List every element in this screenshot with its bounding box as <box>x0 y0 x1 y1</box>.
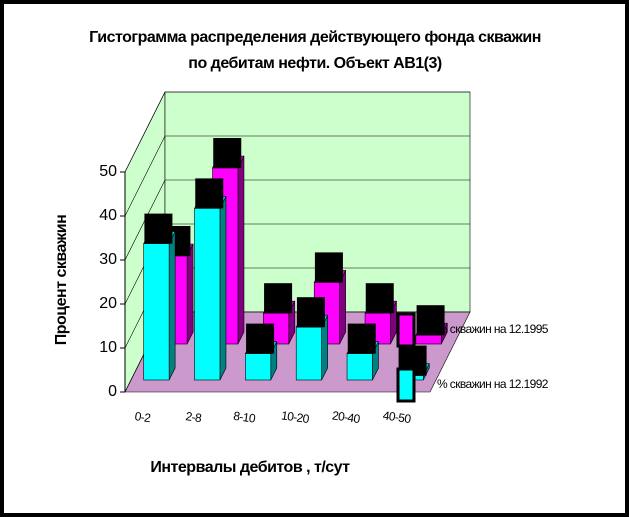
data-label-box <box>246 323 275 354</box>
data-label-box <box>195 178 224 209</box>
data-label-box <box>144 213 173 244</box>
bar-side <box>219 196 227 381</box>
y-tick-label: 20 <box>99 295 117 312</box>
grid-line <box>124 135 470 217</box>
x-tick-label: 20-40 <box>331 408 361 426</box>
plot-area: 0 10 20 30 40 50 0-2 2-8 8-10 10-20 20-40 40-50 % ск… <box>99 91 549 426</box>
y-tick-label: 50 <box>99 163 117 180</box>
legend-swatch <box>396 367 416 403</box>
data-label-box <box>347 323 376 354</box>
legend-label: % скважин на 12.1995 <box>437 322 549 336</box>
grid-line <box>124 91 470 173</box>
x-tick-label: 8-10 <box>233 409 257 426</box>
bar <box>245 353 272 381</box>
bar-side <box>237 155 245 345</box>
x-axis-title: Интервалы дебитов , т/сут <box>150 459 350 476</box>
data-label-box <box>365 283 394 314</box>
y-axis-title: Процент скважин <box>53 215 70 346</box>
legend-swatch <box>396 312 416 348</box>
y-tick-label: 30 <box>99 251 117 268</box>
bar-side <box>168 231 176 381</box>
bar <box>295 326 322 381</box>
data-label-box <box>296 297 325 328</box>
bar <box>194 208 221 381</box>
data-label-box <box>264 283 293 314</box>
grid-line <box>124 179 470 261</box>
data-label-box <box>213 138 242 168</box>
bar <box>346 353 373 381</box>
bar-side <box>186 243 194 345</box>
x-tick-label: 0-2 <box>134 409 152 425</box>
bar <box>143 243 170 381</box>
y-tick-label: 0 <box>108 383 117 400</box>
y-tick-label: 10 <box>99 339 117 356</box>
data-label-box <box>314 252 343 283</box>
y-tick-label: 40 <box>99 207 117 224</box>
x-tick-label: 10-20 <box>280 408 310 426</box>
chart-title-line: Гистограмма распределения действующего ф… <box>89 29 541 46</box>
chart-title-line: по дебитам нефти. Объект АВ1(3) <box>188 55 442 72</box>
bar <box>415 334 442 345</box>
legend-label: % скважин на 12.1992 <box>437 377 549 391</box>
x-tick-label: 2-8 <box>185 409 203 425</box>
x-tick-label: 40-50 <box>382 408 412 426</box>
data-label-box <box>416 305 445 336</box>
